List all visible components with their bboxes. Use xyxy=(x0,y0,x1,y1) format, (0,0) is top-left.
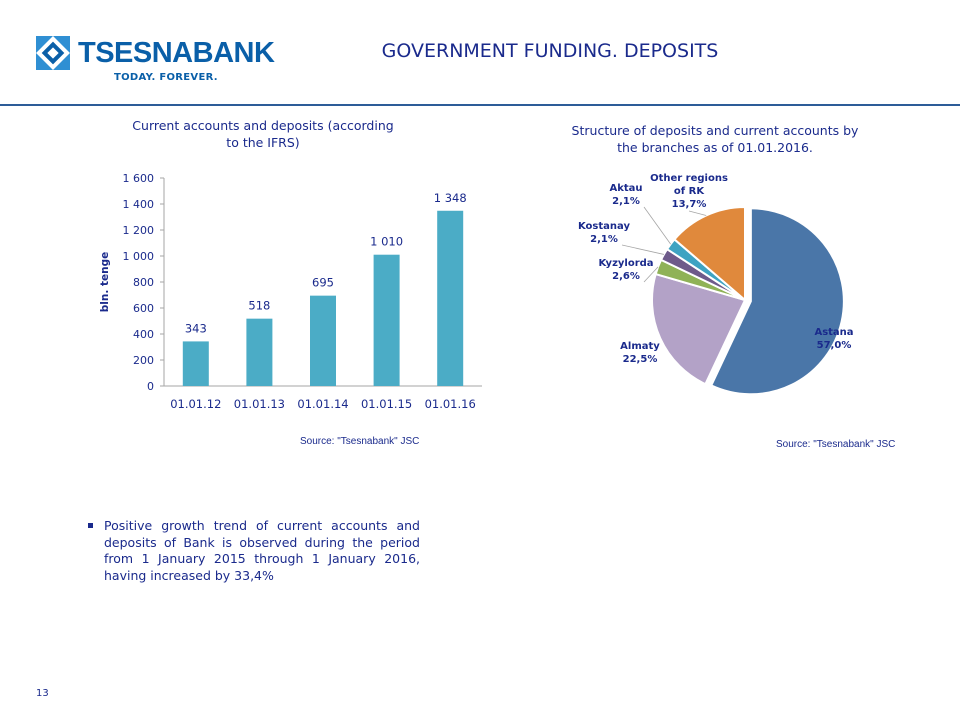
bar-value-label: 1 010 xyxy=(370,235,403,249)
bank-logo: TSESNABANK TODAY. FOREVER. xyxy=(34,34,275,90)
x-tick-label: 01.01.12 xyxy=(170,397,221,411)
bar-chart-title: Current accounts and deposits (according… xyxy=(132,118,394,150)
y-tick-label: 1 600 xyxy=(123,172,155,185)
leader-line xyxy=(643,266,659,283)
y-tick-label: 0 xyxy=(147,380,154,393)
page-title: GOVERNMENT FUNDING. DEPOSITS xyxy=(381,40,719,62)
slice-value-label: 22,5% xyxy=(623,354,658,365)
y-tick-label: 1 200 xyxy=(123,224,155,237)
leader-line xyxy=(688,210,707,216)
y-tick-label: 800 xyxy=(133,276,154,289)
slice-value-label: 2,6% xyxy=(612,271,640,282)
bar xyxy=(246,318,273,386)
bar-chart-source: Source: "Tsesnabank" JSC xyxy=(300,436,420,447)
slice-name-label: Almaty xyxy=(620,341,660,352)
x-tick-label: 01.01.16 xyxy=(425,397,476,411)
x-tick-label: 01.01.13 xyxy=(234,397,285,411)
y-tick-label: 600 xyxy=(133,302,154,315)
slice-value-label: 57,0% xyxy=(817,340,852,351)
slice-name-label: Other regions xyxy=(650,173,728,184)
leader-line xyxy=(621,244,665,255)
slice-name-label: Kostanay xyxy=(578,221,630,232)
y-tick-label: 1 400 xyxy=(123,198,155,211)
bullet-text: Positive growth trend of current account… xyxy=(104,518,420,583)
slice-value-label: 13,7% xyxy=(672,199,707,210)
slice-name-label: Aktau xyxy=(609,183,642,194)
bar xyxy=(182,341,209,386)
bar xyxy=(373,254,400,386)
title-divider xyxy=(0,104,960,106)
logo-emblem-icon xyxy=(36,36,70,70)
y-tick-label: 200 xyxy=(133,354,154,367)
x-tick-label: 01.01.15 xyxy=(361,397,412,411)
bar-chart: 0 200 400 600 800 1 000 1 200 1 400 1 600 bln. te… xyxy=(99,172,482,411)
page-number: 13 xyxy=(36,688,49,699)
y-axis-label: bln. tenge xyxy=(99,252,111,313)
bar-value-label: 695 xyxy=(312,276,334,290)
y-tick-label: 400 xyxy=(133,328,154,341)
bar-value-label: 518 xyxy=(248,299,270,313)
pie-chart-source: Source: "Tsesnabank" JSC xyxy=(776,439,896,450)
y-tick-label: 1 000 xyxy=(123,250,155,263)
bar xyxy=(310,295,336,386)
slice-name-label: of RK xyxy=(674,186,705,197)
slice-value-label: 2,1% xyxy=(590,234,618,245)
pie-slice xyxy=(651,272,747,386)
bullet-marker xyxy=(88,523,93,528)
bar xyxy=(437,210,464,386)
pie-chart: Astana 57,0% Almaty 22,5% Kyzylorda 2,6% Kosta… xyxy=(578,173,854,396)
logo-name: TSESNABANK xyxy=(78,37,275,69)
bar-value-label: 343 xyxy=(185,321,207,335)
logo-tagline: TODAY. FOREVER. xyxy=(114,72,218,83)
bar-value-label: 1 348 xyxy=(434,191,467,205)
slice-name-label: Kyzylorda xyxy=(598,258,653,269)
leader-line xyxy=(643,206,671,245)
x-tick-label: 01.01.14 xyxy=(297,397,348,411)
slice-name-label: Astana xyxy=(814,327,853,338)
pie-slice xyxy=(709,207,845,396)
slice-value-label: 2,1% xyxy=(612,196,640,207)
pie-chart-title: Structure of deposits and current accoun… xyxy=(571,123,859,155)
